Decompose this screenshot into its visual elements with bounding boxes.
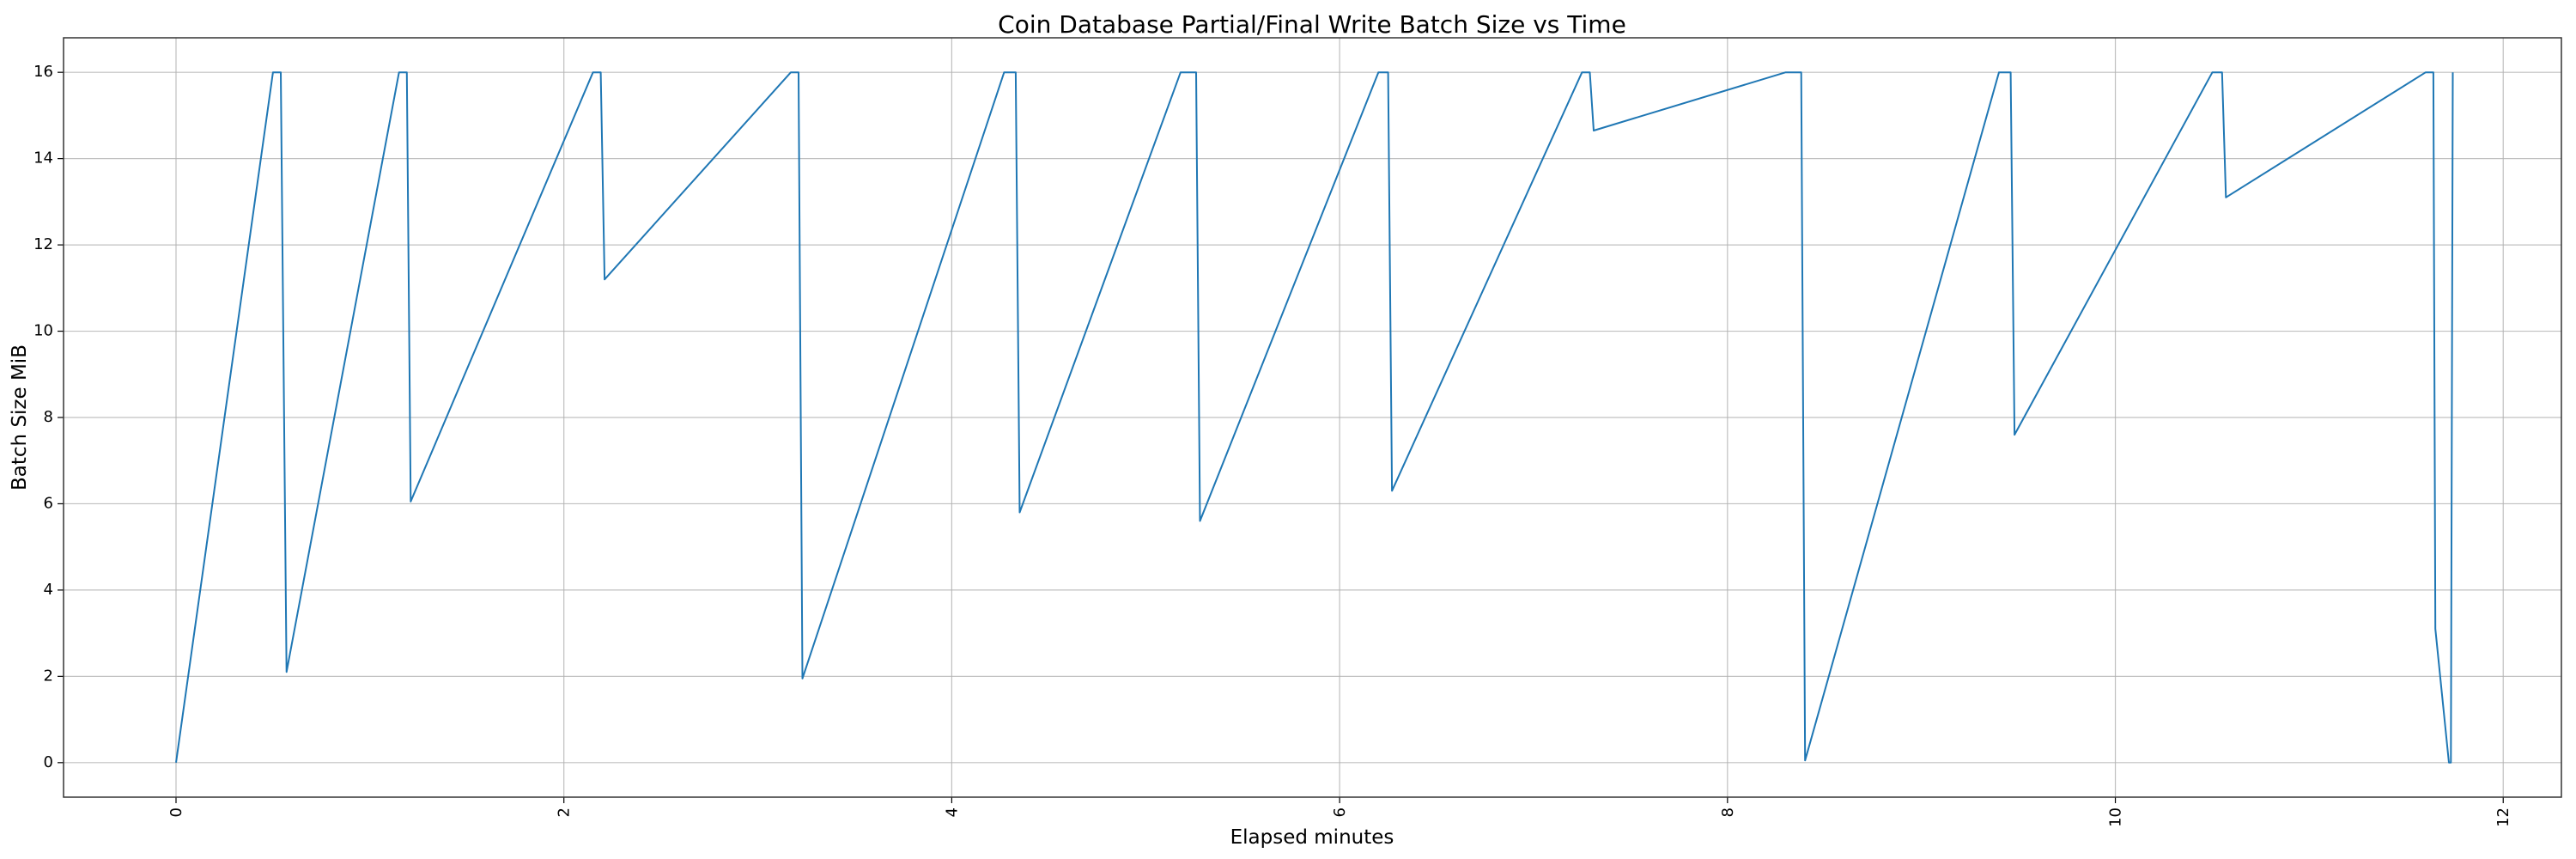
series-line bbox=[175, 71, 2454, 764]
y-axis-label: Batch Size MiB bbox=[9, 344, 31, 490]
chart-title: Coin Database Partial/Final Write Batch … bbox=[998, 10, 1626, 39]
x-axis-label: Elapsed minutes bbox=[1230, 826, 1394, 849]
x-tick-label: 8 bbox=[1719, 807, 1737, 817]
y-tick-label: 2 bbox=[44, 667, 53, 685]
x-tick-label: 2 bbox=[556, 807, 574, 817]
series-group bbox=[175, 71, 2454, 764]
y-tick-label: 6 bbox=[44, 494, 53, 512]
y-tick-label: 12 bbox=[33, 235, 53, 253]
axis-ticks: 0 2 4 6 8 10 12 0 2 4 6 8 10 12 14 16 bbox=[33, 63, 2512, 827]
grid bbox=[64, 38, 2561, 797]
y-tick-label: 14 bbox=[33, 149, 53, 168]
y-tick-label: 16 bbox=[33, 63, 53, 81]
x-tick-label: 0 bbox=[167, 807, 185, 817]
plot-frame bbox=[63, 37, 2562, 798]
x-tick-label: 12 bbox=[2494, 807, 2512, 827]
x-tick-label: 10 bbox=[2107, 807, 2125, 827]
y-tick-label: 10 bbox=[33, 322, 53, 340]
y-tick-label: 0 bbox=[44, 753, 53, 771]
x-tick-label: 4 bbox=[943, 807, 961, 817]
y-tick-label: 8 bbox=[44, 408, 53, 426]
x-tick-label: 6 bbox=[1331, 807, 1349, 817]
y-tick-label: 4 bbox=[44, 581, 53, 599]
